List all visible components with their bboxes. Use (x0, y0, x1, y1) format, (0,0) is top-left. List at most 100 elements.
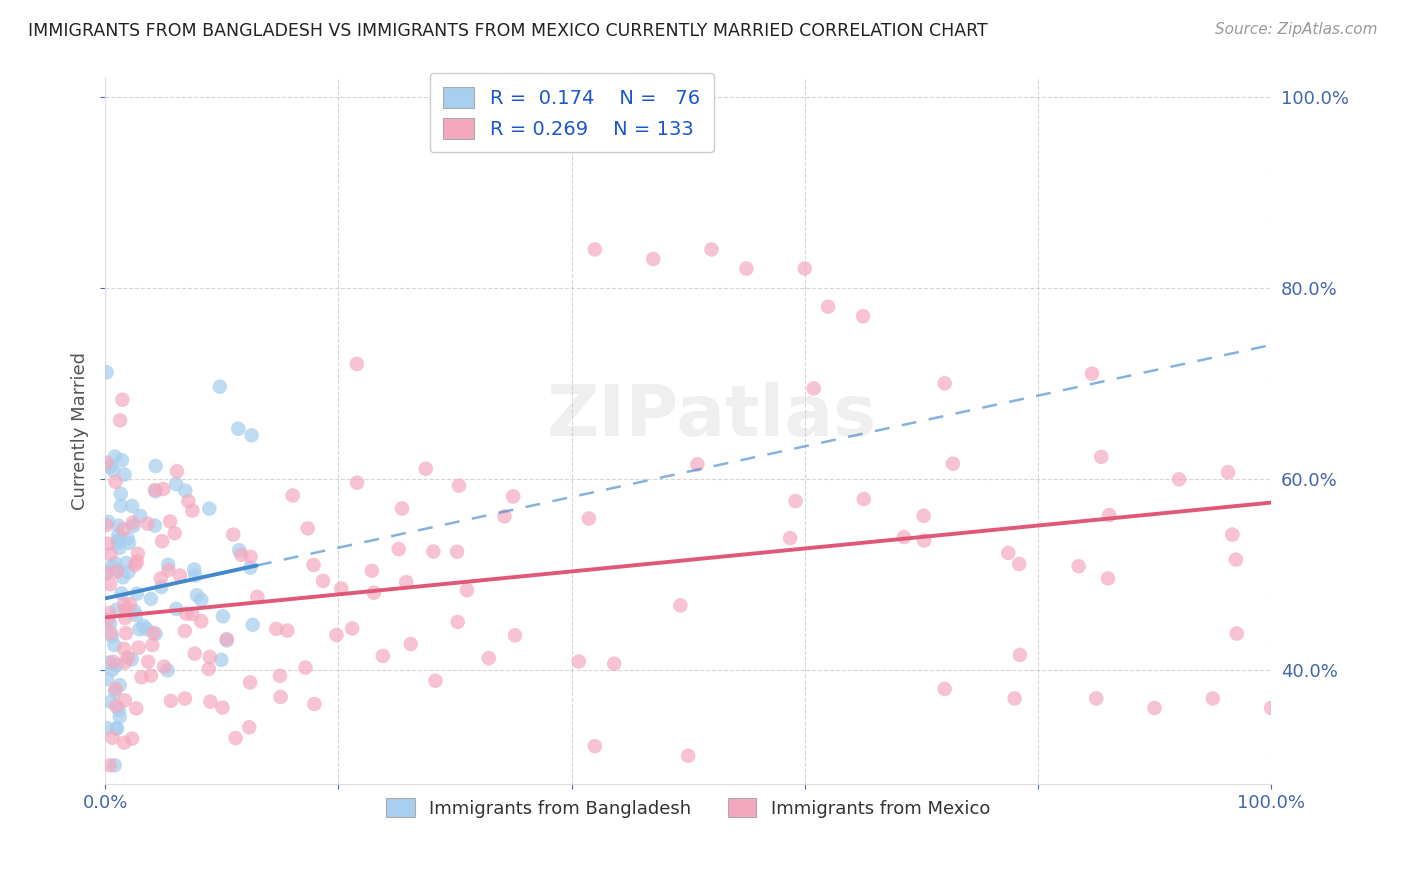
Point (104, 681, 127, 696)
Point (101, 559, 124, 574)
Point (325, 628, 347, 642)
Point (211, 700, 233, 714)
Point (96, 566, 118, 580)
Point (117, 531, 139, 545)
Point (121, 731, 143, 746)
Point (150, 534, 173, 549)
Text: Source: ZipAtlas.com: Source: ZipAtlas.com (1215, 22, 1378, 37)
Point (1097, 571, 1119, 585)
Point (104, 557, 127, 571)
Point (583, 243, 606, 257)
Point (312, 574, 335, 588)
Point (136, 655, 159, 669)
Point (228, 543, 250, 558)
Point (156, 664, 179, 678)
Point (104, 450, 127, 464)
Point (125, 701, 148, 715)
Point (208, 380, 231, 394)
Point (198, 501, 221, 516)
Point (1098, 508, 1121, 522)
Point (114, 656, 136, 670)
Point (103, 638, 125, 652)
Point (779, 531, 801, 545)
Point (186, 588, 208, 602)
Point (785, 494, 807, 508)
Point (117, 565, 139, 579)
Point (105, 563, 128, 577)
Point (105, 698, 128, 713)
Point (225, 731, 247, 745)
Point (209, 653, 232, 667)
Point (1202, 691, 1225, 706)
Point (115, 556, 138, 570)
Point (183, 562, 205, 576)
Point (388, 542, 411, 557)
Point (145, 627, 167, 641)
Point (242, 617, 264, 632)
Point (239, 675, 262, 690)
Point (139, 591, 162, 606)
Point (294, 660, 316, 674)
Point (456, 583, 478, 598)
Point (912, 533, 935, 548)
Point (98, 758, 121, 772)
Point (240, 428, 263, 442)
Point (118, 597, 141, 611)
Point (100, 547, 122, 561)
Point (181, 503, 204, 517)
Text: ZIPatlas: ZIPatlas (547, 383, 876, 451)
Point (166, 464, 188, 478)
Point (502, 490, 524, 504)
Point (125, 608, 148, 623)
Point (169, 568, 191, 582)
Point (98, 616, 121, 631)
Point (165, 477, 187, 491)
Point (942, 457, 965, 471)
Point (108, 541, 131, 555)
Point (184, 647, 207, 661)
Point (340, 622, 363, 636)
Point (96, 672, 118, 686)
Point (330, 582, 353, 596)
Point (143, 483, 166, 497)
Point (107, 535, 129, 549)
Point (238, 720, 260, 734)
Point (276, 624, 298, 638)
Point (108, 710, 131, 724)
Point (269, 669, 291, 683)
Point (122, 519, 145, 533)
Point (111, 392, 134, 407)
Point (153, 659, 176, 673)
Point (578, 511, 600, 525)
Point (100, 629, 122, 643)
Point (425, 673, 447, 688)
Point (118, 536, 141, 550)
Point (190, 615, 212, 629)
Point (1008, 648, 1031, 662)
Point (1085, 691, 1108, 706)
Point (912, 508, 935, 523)
Point (157, 558, 180, 572)
Point (1008, 557, 1031, 571)
Point (852, 310, 875, 324)
Point (363, 585, 385, 599)
Point (1004, 691, 1026, 706)
Point (934, 681, 956, 696)
Point (231, 548, 253, 562)
Point (131, 670, 153, 684)
Point (478, 651, 501, 665)
Point (215, 632, 238, 647)
Point (735, 261, 758, 276)
Point (117, 650, 139, 665)
Point (177, 494, 200, 508)
Point (669, 599, 692, 613)
Point (346, 475, 368, 490)
Point (145, 458, 167, 473)
Point (302, 558, 325, 572)
Point (198, 649, 221, 664)
Point (121, 516, 143, 530)
Legend: Immigrants from Bangladesh, Immigrants from Mexico: Immigrants from Bangladesh, Immigrants f… (378, 790, 997, 825)
Point (135, 622, 157, 636)
Point (107, 529, 129, 543)
Point (98, 577, 121, 591)
